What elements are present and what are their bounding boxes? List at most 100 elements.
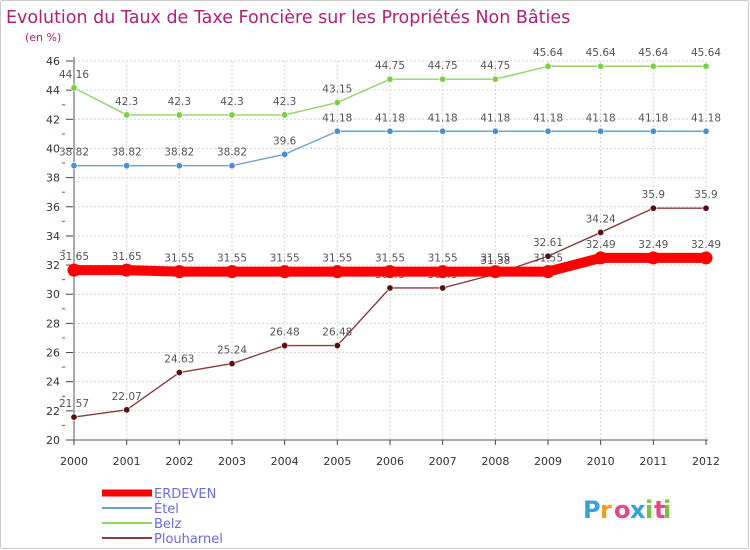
- data-label: 32.61: [533, 237, 563, 249]
- data-label: 44.75: [480, 60, 510, 72]
- legend-label: Étel: [154, 501, 179, 517]
- data-point: [386, 75, 394, 83]
- data-point: [491, 127, 499, 135]
- data-point: [439, 127, 447, 135]
- data-point: [330, 265, 344, 279]
- data-point: [544, 127, 552, 135]
- data-label: 31.55: [270, 253, 300, 265]
- data-point: [70, 413, 78, 421]
- data-point: [333, 99, 341, 107]
- data-point: [544, 62, 552, 70]
- x-tick-label: 2005: [323, 455, 351, 468]
- y-tick-label: 32: [46, 259, 60, 272]
- data-label: 45.64: [638, 47, 668, 59]
- y-tick-label: 26: [46, 347, 60, 360]
- data-label: 31.55: [164, 253, 194, 265]
- x-tick-label: 2010: [587, 455, 615, 468]
- series-belz: 44.16 42.3 42.3 42.3 42.3 43.15 44.75 44.75 44.7…: [59, 47, 721, 119]
- data-label: 32.49: [638, 239, 668, 251]
- data-point: [386, 127, 394, 135]
- data-point: [649, 204, 657, 212]
- data-label: 41.18: [428, 112, 458, 124]
- x-tick-label: 2007: [429, 455, 457, 468]
- data-label: 32.49: [691, 239, 721, 251]
- data-point: [436, 265, 450, 279]
- x-tick-label: 2009: [534, 455, 562, 468]
- data-point: [702, 127, 710, 135]
- x-tick-label: 2006: [376, 455, 404, 468]
- data-point: [333, 342, 341, 350]
- y-tick-label: 20: [46, 434, 60, 447]
- x-tick-label: 2001: [113, 455, 141, 468]
- data-label: 31.55: [322, 253, 352, 265]
- data-label: 41.18: [586, 112, 616, 124]
- data-label: 45.64: [691, 47, 721, 59]
- data-point: [281, 150, 289, 158]
- data-point: [702, 62, 710, 70]
- y-tick-label: 28: [46, 317, 60, 330]
- data-label: 42.3: [168, 96, 191, 108]
- data-label: 38.82: [59, 147, 89, 159]
- data-point: [646, 251, 660, 265]
- data-point: [597, 127, 605, 135]
- data-point: [702, 204, 710, 212]
- data-point: [488, 265, 502, 279]
- data-label: 42.3: [273, 96, 296, 108]
- data-label: 44.16: [59, 69, 89, 81]
- data-point: [175, 162, 183, 170]
- x-tick-label: 2002: [165, 455, 193, 468]
- data-label: 31.55: [533, 253, 563, 265]
- data-label: 35.9: [694, 189, 717, 201]
- y-axis-ticks: 20 22 24 26 28 30 32 34 36 38 40 42 44 46: [46, 55, 73, 447]
- logo-letter: o: [614, 496, 631, 524]
- data-label: 32.49: [586, 239, 616, 251]
- chart-subtitle: (en %): [25, 31, 61, 44]
- data-label: 38.82: [164, 147, 194, 159]
- data-label: 25.24: [217, 345, 247, 357]
- data-label: 34.24: [586, 213, 616, 225]
- y-tick-label: 30: [46, 288, 60, 301]
- logo-letter: t: [654, 496, 665, 524]
- x-tick-label: 2000: [60, 455, 88, 468]
- data-label: 24.63: [164, 354, 194, 366]
- logo-letter: P: [583, 496, 601, 524]
- data-label: 43.15: [322, 84, 352, 96]
- data-point: [278, 265, 292, 279]
- data-label: 41.18: [375, 112, 405, 124]
- data-point: [175, 111, 183, 119]
- data-label: 26.48: [270, 327, 300, 339]
- data-label: 41.18: [691, 112, 721, 124]
- data-point: [228, 111, 236, 119]
- logo-letter: i: [645, 496, 653, 524]
- data-label: 45.64: [586, 47, 616, 59]
- logo-letter: r: [600, 496, 612, 524]
- data-label: 31.55: [480, 253, 510, 265]
- data-label: 42.3: [115, 96, 138, 108]
- data-point: [597, 228, 605, 236]
- data-label: 39.6: [273, 135, 297, 147]
- y-tick-label: 42: [46, 113, 60, 126]
- legend-label: ERDEVEN: [154, 487, 216, 502]
- data-point: [123, 162, 131, 170]
- data-point: [439, 284, 447, 292]
- y-tick-label: 40: [46, 142, 60, 155]
- data-label: 31.55: [375, 253, 405, 265]
- data-label: 31.65: [59, 251, 89, 263]
- data-label: 38.82: [112, 147, 142, 159]
- data-point: [228, 360, 236, 368]
- y-tick-label: 22: [46, 405, 60, 418]
- data-label: 41.18: [533, 112, 563, 124]
- x-tick-label: 2004: [271, 455, 299, 468]
- data-label: 41.18: [322, 112, 352, 124]
- legend-label: Belz: [154, 517, 182, 532]
- chart-title: Evolution du Taux de Taxe Foncière sur l…: [6, 8, 570, 28]
- data-label: 41.18: [480, 112, 510, 124]
- data-label: 44.75: [428, 60, 458, 72]
- data-point: [172, 265, 186, 279]
- x-tick-label: 2003: [218, 455, 246, 468]
- data-point: [699, 251, 713, 265]
- data-point: [386, 284, 394, 292]
